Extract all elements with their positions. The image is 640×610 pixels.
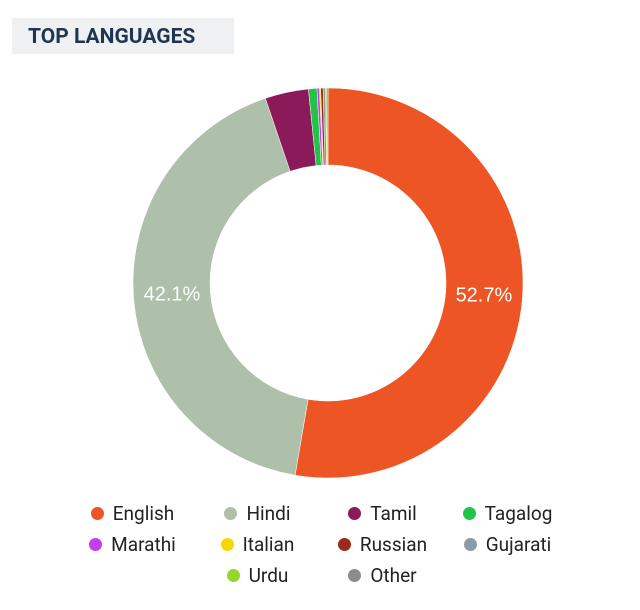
legend-label: Russian bbox=[359, 532, 428, 556]
legend-swatch bbox=[90, 506, 104, 520]
data-label: 52.7% bbox=[456, 285, 513, 307]
donut-slice bbox=[294, 87, 524, 479]
legend-label: Other bbox=[370, 563, 417, 587]
legend-item: Hindi bbox=[195, 501, 320, 525]
legend-label: Italian bbox=[242, 532, 295, 556]
legend-swatch bbox=[348, 506, 362, 520]
legend-item: Tamil bbox=[320, 501, 445, 525]
legend-swatch bbox=[224, 506, 238, 520]
legend-item: Urdu bbox=[195, 563, 320, 587]
legend-item: Tagalog bbox=[445, 501, 570, 525]
legend-item: English bbox=[70, 501, 195, 525]
legend-swatch bbox=[348, 568, 362, 582]
legend-swatch bbox=[220, 537, 234, 551]
data-label: 42.1% bbox=[144, 284, 201, 306]
legend-label: Gujarati bbox=[485, 532, 552, 556]
chart-title: TOP LANGUAGES bbox=[12, 18, 234, 54]
legend-item: Other bbox=[320, 563, 445, 587]
legend-swatch bbox=[226, 568, 240, 582]
legend-label: Tamil bbox=[370, 501, 417, 525]
legend-item: Marathi bbox=[70, 532, 195, 556]
donut-slice bbox=[326, 87, 329, 166]
legend-item: Russian bbox=[320, 532, 445, 556]
legend-label: English bbox=[112, 501, 175, 525]
legend-swatch bbox=[462, 506, 476, 520]
legend-item: Gujarati bbox=[445, 532, 570, 556]
legend-label: Urdu bbox=[248, 563, 289, 587]
legend-swatch bbox=[463, 537, 477, 551]
legend-item: Italian bbox=[195, 532, 320, 556]
legend-swatch bbox=[89, 537, 103, 551]
legend: English Hindi Tamil Tagalog Marathi Italian Ru… bbox=[60, 501, 580, 587]
donut-slice bbox=[132, 97, 309, 476]
legend-label: Hindi bbox=[246, 501, 291, 525]
legend-swatch bbox=[337, 537, 351, 551]
legend-label: Marathi bbox=[111, 532, 176, 556]
chart: 52.7% 42.1% bbox=[132, 87, 524, 479]
legend-label: Tagalog bbox=[484, 501, 553, 525]
